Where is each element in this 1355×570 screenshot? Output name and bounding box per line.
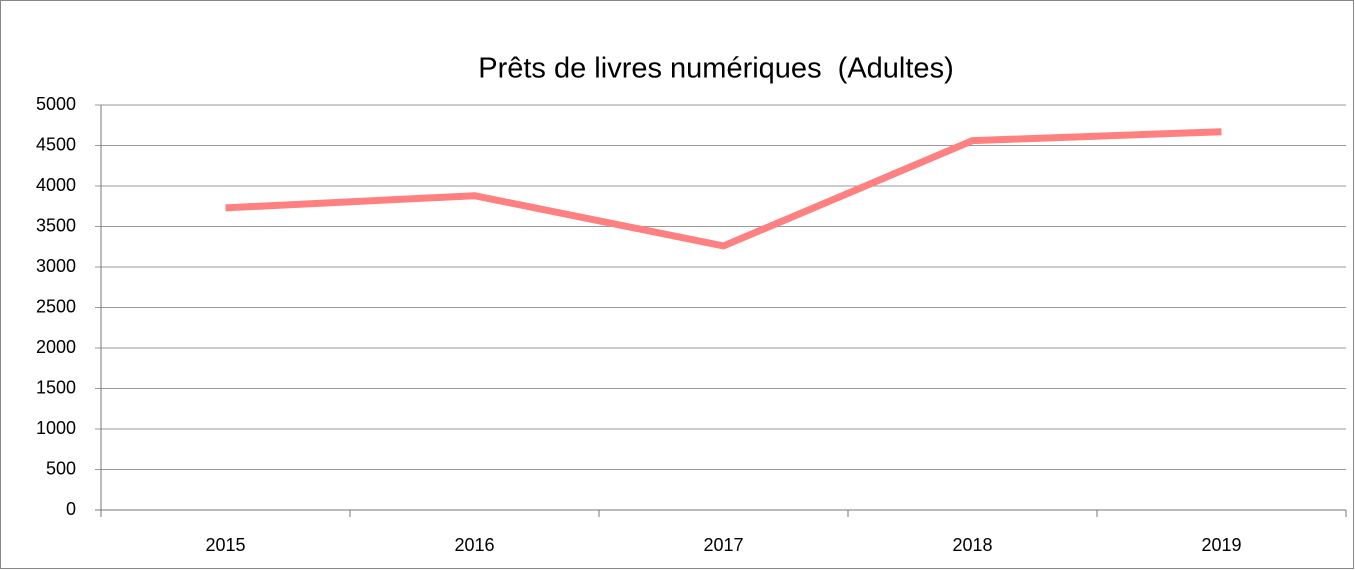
x-tick-label: 2019 (1201, 535, 1241, 555)
y-tick-label: 2000 (36, 337, 76, 357)
x-tick-label: 2015 (205, 535, 245, 555)
chart-title: Prêts de livres numériques (Adultes) (478, 53, 953, 85)
y-tick-label: 1500 (36, 377, 76, 397)
y-tick-label: 500 (46, 458, 76, 478)
line (225, 128, 1222, 250)
x-tick-label: 2016 (454, 535, 494, 555)
x-tick-label: 2018 (952, 535, 992, 555)
y-tick-label: 4000 (36, 175, 76, 195)
y-tick-label: 4500 (36, 134, 76, 154)
y-tick-label: 2500 (36, 296, 76, 316)
y-tick-label: 1000 (36, 418, 76, 438)
y-tick-label: 3000 (36, 256, 76, 276)
y-tick-label: 5000 (36, 94, 76, 114)
y-tick-label: 3500 (36, 215, 76, 235)
x-tick-label: 2017 (703, 535, 743, 555)
y-tick-label: 0 (66, 499, 76, 519)
